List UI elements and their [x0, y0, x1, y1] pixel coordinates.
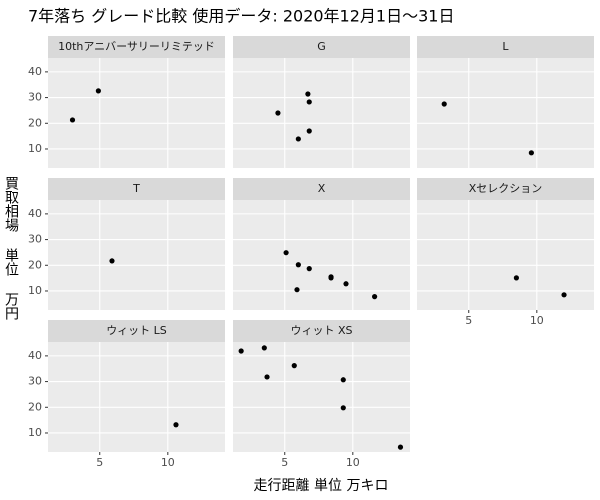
strip-label: 10thアニバーサリーリミテッド — [58, 40, 215, 53]
x-tick-label: 10 — [161, 456, 175, 469]
panel-background — [48, 200, 225, 310]
x-tick-label: 5 — [465, 314, 472, 327]
point — [295, 262, 301, 268]
strip-label: ウィット LS — [106, 324, 167, 337]
panel-background — [417, 200, 594, 310]
strip-label: G — [317, 40, 326, 53]
strip-label: X — [318, 182, 326, 195]
y-tick-label: 30 — [28, 375, 42, 388]
y-tick-label: 40 — [28, 349, 42, 362]
point — [291, 363, 297, 369]
point — [306, 99, 312, 105]
y-tick-label: 10 — [28, 426, 42, 439]
point — [305, 91, 311, 97]
point — [306, 128, 312, 134]
point — [264, 374, 270, 380]
point — [95, 88, 101, 94]
strip-label: T — [132, 182, 140, 195]
strip-label: L — [502, 40, 509, 53]
point — [343, 281, 349, 287]
panel-background — [233, 58, 410, 168]
strip-label: ウィット XS — [290, 324, 352, 337]
strip — [48, 178, 225, 200]
y-tick-label: 40 — [28, 207, 42, 220]
panel-background — [48, 342, 225, 452]
point — [283, 250, 289, 256]
point — [561, 292, 567, 298]
point — [328, 275, 334, 281]
strip-label: Xセレクション — [469, 182, 543, 195]
x-tick-label: 5 — [281, 456, 288, 469]
panel-background — [233, 342, 410, 452]
y-tick-label: 30 — [28, 233, 42, 246]
point — [275, 110, 281, 116]
strip — [417, 178, 594, 200]
point — [372, 294, 378, 300]
panel-background — [48, 58, 225, 168]
point — [306, 266, 312, 272]
panel-background — [417, 58, 594, 168]
y-tick-label: 10 — [28, 142, 42, 155]
point — [294, 287, 300, 293]
y-tick-label: 40 — [28, 65, 42, 78]
y-tick-label: 30 — [28, 91, 42, 104]
point — [528, 150, 534, 156]
point — [340, 377, 346, 383]
point — [69, 117, 76, 123]
panel-background — [233, 200, 410, 310]
point — [513, 275, 519, 281]
y-tick-label: 20 — [28, 258, 42, 271]
strip — [233, 320, 410, 342]
strip — [48, 36, 225, 58]
strip — [233, 178, 410, 200]
y-tick-label: 20 — [28, 116, 42, 129]
point — [295, 136, 301, 142]
point — [441, 101, 447, 107]
y-tick-label: 10 — [28, 284, 42, 297]
y-tick-label: 20 — [28, 400, 42, 413]
x-axis-label: 走行距離 単位 万キロ — [254, 477, 389, 494]
chart-title: 7年落ち グレード比較 使用データ: 2020年12月1日～31日 — [28, 7, 454, 26]
x-tick-label: 10 — [346, 456, 360, 469]
point — [238, 348, 244, 354]
point — [261, 345, 267, 351]
point — [109, 258, 115, 264]
strip — [48, 320, 225, 342]
x-tick-label: 10 — [530, 314, 544, 327]
strip — [233, 36, 410, 58]
point — [397, 444, 404, 450]
point — [340, 405, 346, 411]
point — [173, 422, 179, 428]
strip — [417, 36, 594, 58]
x-tick-label: 5 — [96, 456, 103, 469]
y-axis-label: 買取相場 単位 万円 — [3, 176, 19, 320]
